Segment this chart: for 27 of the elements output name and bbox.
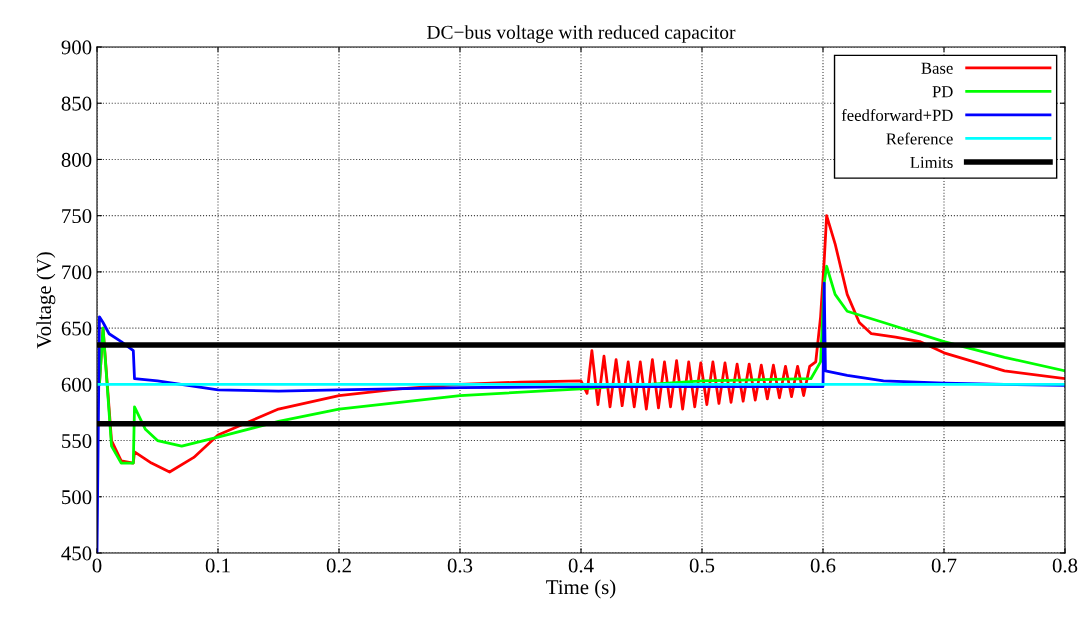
- x-tick-label: 0.2: [326, 558, 351, 573]
- x-tick-label: 0.3: [447, 558, 473, 573]
- y-tick-label: 650: [61, 321, 92, 336]
- x-tick-label: 0: [92, 558, 102, 573]
- legend-label: PD: [932, 86, 953, 98]
- y-axis-title: Voltage (V): [36, 252, 56, 349]
- y-tick-label: 600: [61, 377, 92, 392]
- y-tick-label: 750: [62, 209, 92, 224]
- x-tick-label: 0.6: [810, 558, 836, 573]
- y-tick-label: 450: [61, 546, 92, 561]
- x-tick-label: 0.4: [568, 558, 594, 573]
- x-tick-label: 0.8: [1052, 558, 1078, 573]
- legend-label: feedforward+PD: [841, 109, 953, 121]
- x-tick-label: 0.5: [689, 558, 715, 573]
- y-tick-label: 700: [62, 265, 92, 280]
- x-tick-label: 0.1: [205, 558, 230, 573]
- y-tick-label: 550: [62, 433, 92, 448]
- legend-label: Reference: [886, 132, 953, 145]
- y-tick-label: 850: [61, 96, 92, 111]
- x-tick-label: 0.7: [931, 558, 957, 573]
- legend-label: Limits: [910, 156, 953, 169]
- legend-label: Base: [921, 62, 953, 74]
- y-tick-label: 900: [61, 40, 92, 55]
- chart-title: DC−bus voltage with reduced capacitor: [427, 25, 736, 43]
- y-tick-label: 800: [61, 152, 92, 167]
- y-tick-label: 500: [62, 490, 92, 505]
- x-axis-title: Time (s): [546, 579, 616, 599]
